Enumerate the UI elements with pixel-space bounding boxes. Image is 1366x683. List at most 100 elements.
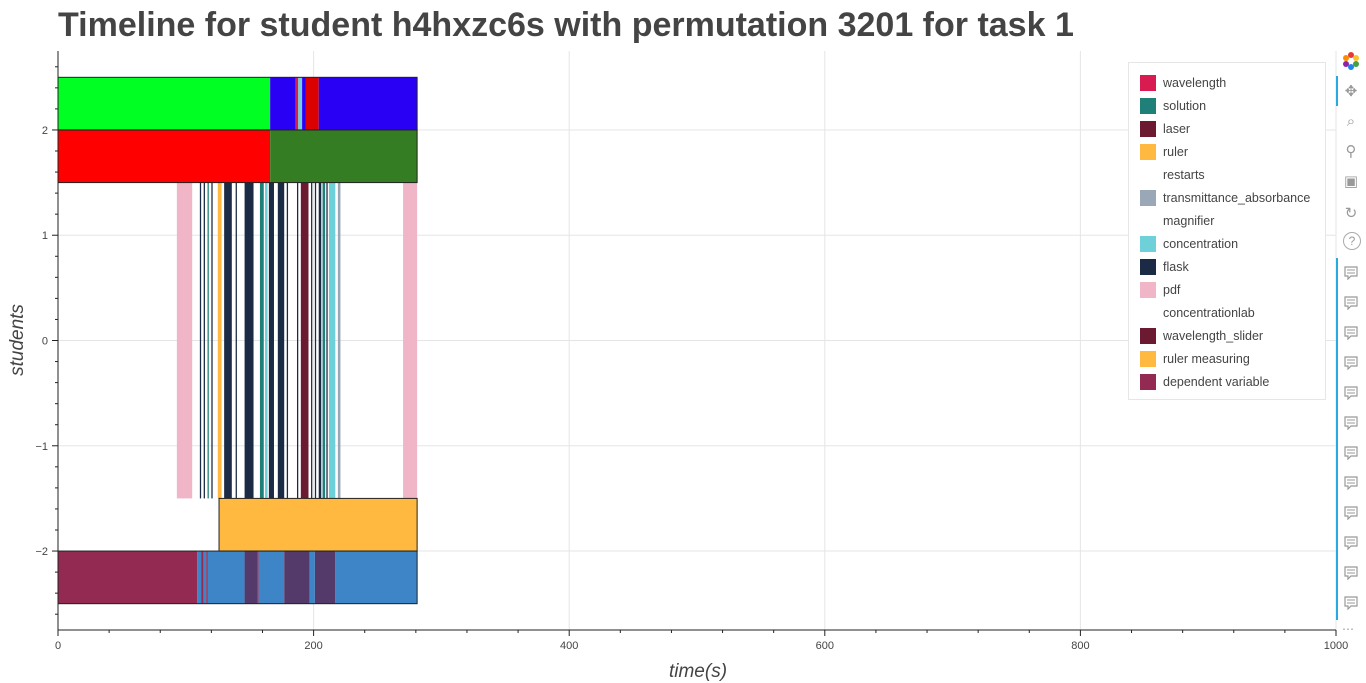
timeline-segment[interactable]	[259, 182, 264, 499]
timeline-segment[interactable]	[314, 182, 317, 499]
timeline-segment[interactable]	[235, 182, 237, 499]
reset-icon[interactable]: ↻	[1344, 205, 1358, 222]
legend-item[interactable]: pdf	[1129, 278, 1325, 301]
timeline-segment[interactable]	[298, 77, 303, 130]
legend-item[interactable]: magnifier	[1129, 209, 1325, 232]
timeline-segment[interactable]	[318, 182, 322, 499]
timeline-segment[interactable]	[207, 182, 209, 499]
timeline-segment[interactable]	[224, 182, 232, 499]
timeline-segment[interactable]	[314, 551, 336, 604]
timeline-segment[interactable]	[305, 77, 319, 130]
legend-item[interactable]: restarts	[1129, 163, 1325, 186]
timeline-segment[interactable]	[270, 77, 296, 130]
timeline-segment[interactable]	[284, 551, 310, 604]
hover-tool-icon[interactable]	[1340, 472, 1362, 494]
legend-item[interactable]: concentration	[1129, 232, 1325, 255]
y-tick-label: −1	[35, 441, 48, 453]
legend-label: restarts	[1163, 167, 1205, 182]
y-tick-label: 1	[42, 230, 48, 242]
legend-label: wavelength	[1163, 75, 1227, 90]
legend-item[interactable]: wavelength	[1129, 71, 1325, 94]
timeline-segment[interactable]	[197, 551, 202, 604]
legend-label: magnifier	[1163, 213, 1215, 228]
timeline-segment[interactable]	[219, 498, 418, 552]
hover-tool-icon[interactable]	[1340, 532, 1362, 554]
timeline-segment[interactable]	[270, 129, 418, 183]
timeline-segment[interactable]	[58, 77, 271, 130]
timeline-segment[interactable]	[58, 551, 198, 604]
hover-tool-icon[interactable]	[1340, 442, 1362, 464]
timeline-segment[interactable]	[337, 182, 341, 499]
timeline-segment[interactable]	[322, 182, 326, 499]
hover-tool-icon[interactable]	[1340, 382, 1362, 404]
hover-tool-icon[interactable]	[1340, 592, 1362, 614]
timeline-segment[interactable]	[302, 77, 306, 130]
legend-label: ruler measuring	[1163, 351, 1250, 366]
active-tool-indicator	[1336, 258, 1338, 620]
timeline-segment[interactable]	[268, 182, 274, 499]
timeline-segment[interactable]	[265, 182, 268, 499]
legend-swatch	[1140, 235, 1156, 252]
legend-item[interactable]: transmittance_absorbance	[1129, 186, 1325, 209]
timeline-segment[interactable]	[403, 182, 418, 499]
more-tools-icon[interactable]: ⋯	[1342, 622, 1354, 636]
timeline-segment[interactable]	[244, 551, 258, 604]
bokeh-logo-icon[interactable]	[1340, 50, 1362, 72]
legend-item[interactable]: ruler measuring	[1129, 347, 1325, 370]
timeline-segment[interactable]	[199, 182, 202, 499]
timeline-segment[interactable]	[296, 182, 299, 499]
timeline-segment[interactable]	[203, 551, 207, 604]
timeline-segment[interactable]	[257, 551, 259, 604]
legend-swatch	[1140, 304, 1156, 321]
legend-item[interactable]: laser	[1129, 117, 1325, 140]
hover-tool-icon[interactable]	[1340, 562, 1362, 584]
legend-swatch	[1140, 212, 1156, 229]
timeline-segment[interactable]	[203, 182, 205, 499]
timeline-segment[interactable]	[217, 182, 222, 499]
hover-tool-icon[interactable]	[1340, 502, 1362, 524]
legend-item[interactable]: dependent variable	[1129, 370, 1325, 393]
timeline-segment[interactable]	[258, 551, 285, 604]
legend-item[interactable]: ruler	[1129, 140, 1325, 163]
hover-tool-icon[interactable]	[1340, 262, 1362, 284]
save-icon[interactable]: ▣	[1343, 173, 1359, 190]
timeline-segment[interactable]	[211, 182, 213, 499]
wheel-zoom-icon[interactable]: ⚲	[1345, 143, 1357, 160]
timeline-segment[interactable]	[326, 182, 328, 499]
legend-swatch	[1140, 189, 1156, 206]
legend-item[interactable]: solution	[1129, 94, 1325, 117]
hover-tool-icon[interactable]	[1340, 292, 1362, 314]
timeline-segment[interactable]	[58, 129, 271, 183]
legend-label: laser	[1163, 121, 1191, 136]
help-icon[interactable]: ?	[1343, 232, 1361, 250]
timeline-segment[interactable]	[309, 551, 315, 604]
timeline-segment[interactable]	[318, 77, 418, 130]
hover-tool-icon[interactable]	[1340, 412, 1362, 434]
timeline-segment[interactable]	[244, 182, 254, 499]
x-tick-label: 200	[304, 640, 322, 652]
timeline-segment[interactable]	[335, 551, 418, 604]
hover-tool-icon[interactable]	[1340, 322, 1362, 344]
timeline-segment[interactable]	[201, 551, 204, 604]
y-tick-label: 2	[42, 125, 48, 137]
timeline-segment[interactable]	[277, 182, 285, 499]
timeline-segment[interactable]	[300, 182, 309, 499]
timeline-segment[interactable]	[206, 551, 208, 604]
timeline-segment[interactable]	[207, 551, 245, 604]
hover-tool-icon[interactable]	[1340, 352, 1362, 374]
timeline-segment[interactable]	[295, 77, 299, 130]
legend-item[interactable]: flask	[1129, 255, 1325, 278]
legend-item[interactable]: concentrationlab	[1129, 301, 1325, 324]
x-tick-label: 400	[560, 640, 578, 652]
legend-item[interactable]: wavelength_slider	[1129, 324, 1325, 347]
timeline-segment[interactable]	[328, 182, 336, 499]
timeline-bars	[57, 76, 418, 605]
y-tick-label: −2	[35, 546, 48, 558]
legend-label: wavelength_slider	[1163, 328, 1264, 343]
timeline-segment[interactable]	[311, 182, 313, 499]
pan-icon[interactable]: ✥	[1344, 83, 1358, 100]
timeline-segment[interactable]	[286, 182, 289, 499]
timeline-segment[interactable]	[176, 182, 193, 499]
box-zoom-icon[interactable]: ⌕	[1346, 112, 1356, 130]
